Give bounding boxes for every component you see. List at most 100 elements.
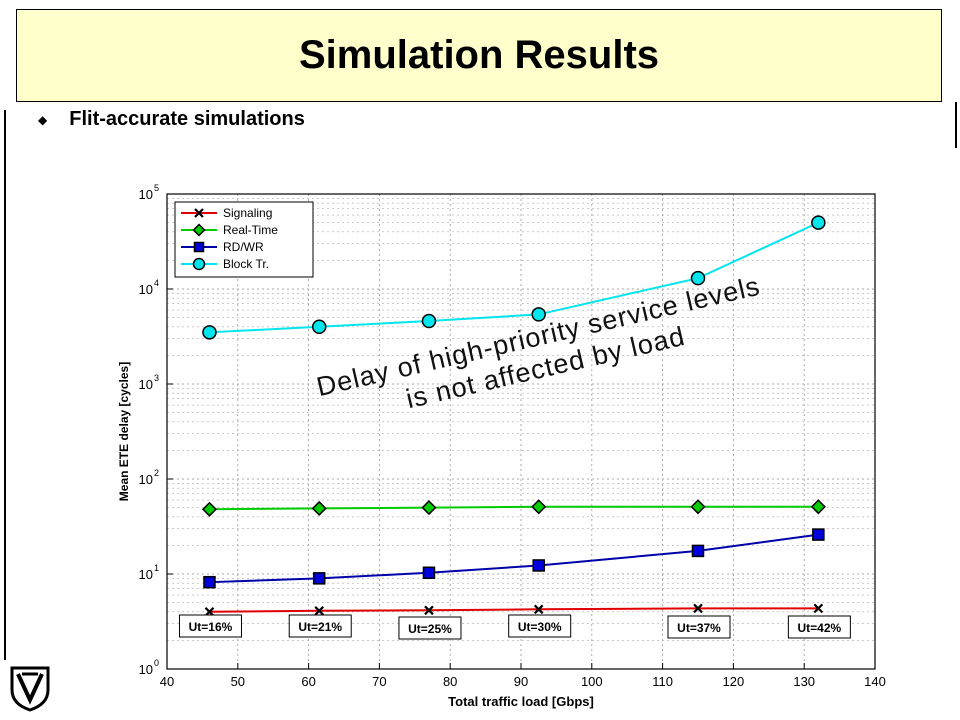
y-tick-exponent: 0 [154, 658, 159, 668]
utilization-label-box [288, 614, 352, 638]
y-tick-label: 10 [139, 567, 153, 582]
marker-stroke [424, 605, 434, 616]
diamond-bullet-icon: ◆ [38, 112, 48, 127]
bullet-item: ◆ Flit-accurate simulations [38, 108, 305, 131]
y-tick-exponent: 5 [154, 183, 159, 193]
x-tick-label: 40 [160, 674, 174, 689]
legend: Signaling Real-Time RD/WR Block Tr. [174, 201, 314, 278]
real-time-marker [192, 223, 206, 237]
utilization-label-box [787, 615, 851, 639]
legend-entry: Block Tr. [181, 257, 269, 271]
utilization-label: Ut=25% [398, 616, 462, 640]
rd-wr-marker [532, 559, 545, 572]
utilization-label-box [508, 614, 572, 638]
utilization-label-text: Ut=16% [189, 620, 233, 634]
y-tick-label: 10 [139, 662, 153, 677]
rd-wr-marker [203, 575, 216, 589]
legend-label: Block Tr. [223, 257, 269, 271]
marker-stroke [813, 603, 824, 614]
legend-label: Real-Time [223, 223, 278, 237]
real-time-marker [421, 500, 437, 516]
utilization-label: Ut=42% [787, 615, 851, 639]
signaling-marker [204, 607, 215, 617]
slide-title: Simulation Results [298, 33, 660, 77]
signaling-marker [194, 208, 204, 218]
legend-label: RD/WR [223, 240, 264, 254]
legend-entry: Real-Time [181, 223, 278, 237]
bullet-text: Flit-accurate simulations [69, 108, 305, 130]
x-axis-label: Total traffic load [Gbps] [448, 694, 594, 709]
legend-label: Signaling [223, 206, 272, 220]
utilization-label-text: Ut=37% [677, 621, 721, 635]
legend-entry: RD/WR [181, 240, 264, 254]
x-tick-label: 120 [723, 674, 745, 689]
y-axis-label: Mean ETE delay [cycles] [117, 362, 131, 501]
real-time-marker [531, 499, 547, 515]
slide-title-box: Simulation Results [16, 9, 942, 102]
y-tick-label: 10 [139, 377, 153, 392]
real-time-marker [810, 499, 826, 515]
y-tick-label: 10 [139, 187, 153, 202]
marker-stroke [533, 604, 544, 615]
block-tr-marker [531, 307, 546, 322]
y-tick-exponent: 1 [154, 563, 159, 573]
signaling-series-line [209, 607, 819, 613]
x-tick-label: 90 [514, 674, 528, 689]
real-time-marker [311, 500, 327, 516]
utilization-label: Ut=21% [288, 614, 352, 638]
y-tick-exponent: 3 [154, 373, 159, 383]
signaling-marker [314, 606, 324, 616]
block-tr-series-line [209, 221, 819, 334]
rd-wr-marker [193, 241, 205, 253]
utilization-label-text: Ut=30% [518, 620, 562, 634]
block-tr-marker [690, 270, 706, 286]
rd-wr-marker [812, 528, 825, 541]
marker-stroke [314, 606, 324, 616]
utilization-label-box [178, 614, 242, 638]
utilization-label: Ut=16% [178, 614, 242, 638]
x-tick-label: 70 [372, 674, 386, 689]
block-tr-marker [311, 319, 327, 335]
rd-wr-marker [422, 566, 436, 580]
utilization-label-box [398, 616, 462, 640]
x-tick-label: 50 [231, 674, 245, 689]
utilization-label-text: Ut=21% [298, 620, 342, 634]
block-tr-marker [421, 313, 437, 329]
x-tick-label: 110 [652, 674, 673, 689]
rd-wr-series-line [209, 533, 819, 584]
x-tick-label: 100 [581, 674, 603, 689]
rd-wr-marker [691, 544, 705, 558]
signaling-marker [693, 603, 703, 614]
x-tick-label: 140 [864, 674, 886, 689]
y-tick-exponent: 2 [154, 468, 159, 478]
utilization-label-text: Ut=25% [408, 622, 452, 636]
utilization-label: Ut=37% [667, 615, 731, 639]
utilization-label-text: Ut=42% [798, 621, 842, 635]
real-time-marker [690, 499, 706, 515]
x-tick-label: 60 [301, 674, 315, 689]
left-border-line [4, 110, 6, 660]
marker-stroke [693, 603, 703, 614]
x-tick-label: 80 [443, 674, 457, 689]
utilization-label-box [667, 615, 731, 639]
y-tick-label: 10 [139, 472, 153, 487]
utilization-label: Ut=30% [508, 614, 572, 638]
marker-stroke [194, 208, 204, 218]
block-tr-marker [202, 325, 217, 340]
legend-entry: Signaling [181, 206, 272, 220]
block-tr-marker [192, 257, 206, 271]
rd-wr-marker [312, 572, 326, 585]
signaling-marker [813, 603, 824, 614]
real-time-series-line [209, 505, 819, 511]
y-tick-label: 10 [139, 282, 153, 297]
technion-logo-icon [10, 666, 50, 712]
y-tick-exponent: 4 [154, 278, 159, 288]
block-tr-marker [811, 215, 826, 230]
signaling-marker [533, 604, 544, 615]
right-border-line [955, 102, 957, 148]
signaling-marker [424, 605, 434, 616]
real-time-marker [201, 501, 218, 517]
x-tick-label: 130 [793, 674, 815, 689]
marker-stroke [204, 607, 215, 617]
